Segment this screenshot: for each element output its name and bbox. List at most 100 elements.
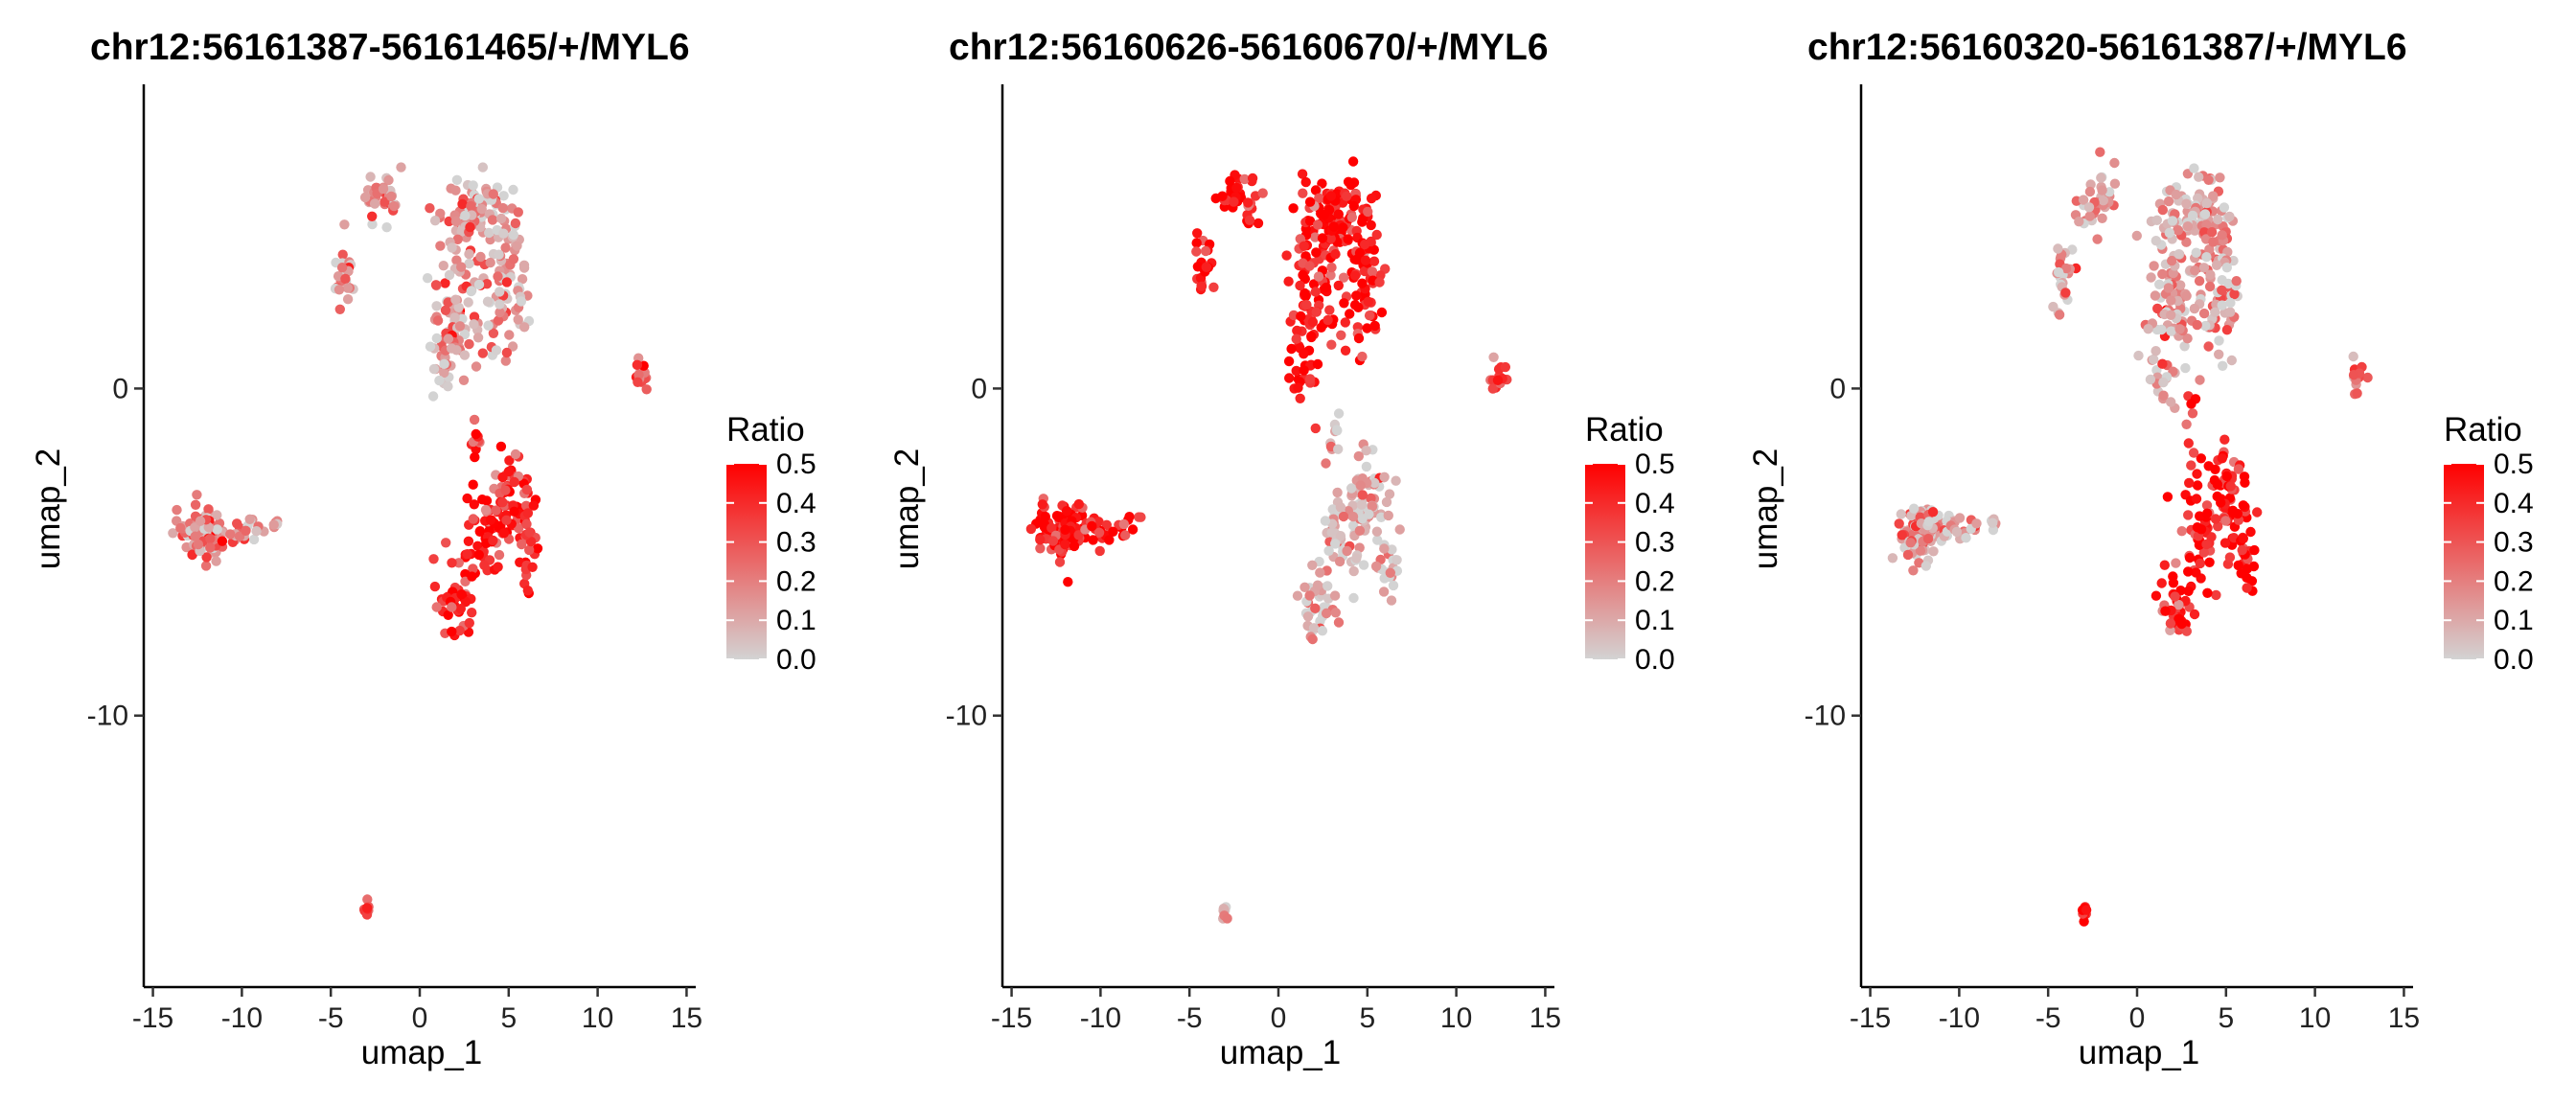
data-point <box>1887 553 1898 564</box>
data-point <box>1385 567 1396 578</box>
data-point <box>203 521 214 533</box>
data-point <box>2212 491 2222 502</box>
data-point <box>447 242 457 253</box>
data-point <box>1927 507 1939 518</box>
data-point <box>1330 539 1341 549</box>
data-point <box>456 262 467 272</box>
data-point <box>2097 185 2107 196</box>
data-point <box>2054 310 2065 320</box>
data-point <box>2215 172 2225 183</box>
data-point <box>1293 382 1303 393</box>
data-point <box>1346 212 1358 222</box>
data-point <box>2225 307 2236 317</box>
data-point <box>2194 540 2205 550</box>
data-point <box>2187 210 2198 221</box>
data-point <box>2150 346 2161 356</box>
data-point <box>450 294 461 305</box>
data-point <box>386 191 397 202</box>
y-axis-label: umap_2 <box>30 448 67 569</box>
data-point <box>2166 326 2176 336</box>
x-tick-label: 0 <box>1271 1002 1287 1034</box>
data-point <box>1954 513 1966 523</box>
data-point <box>468 479 478 490</box>
data-point <box>241 525 251 536</box>
data-point <box>1299 349 1309 359</box>
data-point <box>2220 538 2231 548</box>
data-point <box>1191 238 1202 248</box>
data-point <box>2210 307 2220 317</box>
data-point <box>632 359 643 370</box>
data-point <box>450 216 462 227</box>
data-point <box>480 504 492 516</box>
data-point <box>2219 202 2230 213</box>
data-point <box>1301 299 1312 310</box>
data-point <box>1073 498 1085 510</box>
data-point <box>1060 524 1070 535</box>
data-point <box>485 515 496 525</box>
data-point <box>2167 255 2177 266</box>
data-point <box>1300 288 1310 299</box>
data-point <box>1367 501 1378 512</box>
data-point <box>1210 193 1221 204</box>
data-point <box>1348 592 1359 604</box>
data-point <box>493 562 503 572</box>
data-point <box>521 484 533 495</box>
data-point <box>193 539 204 550</box>
data-point <box>1923 517 1935 527</box>
data-point <box>493 271 503 282</box>
data-point <box>383 174 394 186</box>
data-point <box>488 189 498 199</box>
data-point <box>494 249 504 260</box>
data-point <box>168 528 178 539</box>
data-point <box>1191 246 1202 257</box>
x-tick-label: 10 <box>1440 1002 1472 1034</box>
data-point <box>2158 390 2169 401</box>
data-point <box>2174 249 2184 260</box>
data-point <box>1353 450 1365 462</box>
data-point <box>450 185 461 196</box>
data-point <box>2181 419 2192 429</box>
data-point <box>175 522 186 534</box>
data-point <box>2201 252 2212 263</box>
data-point <box>2163 196 2174 207</box>
data-point <box>464 617 474 629</box>
data-point <box>2217 285 2227 295</box>
data-point <box>2192 480 2203 491</box>
legend-label: 0.2 <box>2494 565 2534 597</box>
data-point <box>518 260 530 270</box>
data-point <box>521 518 532 530</box>
data-point <box>1225 175 1235 187</box>
x-tick-label: 10 <box>2299 1002 2331 1034</box>
data-point <box>200 561 212 571</box>
data-point <box>2182 334 2193 344</box>
x-tick-label: 15 <box>2388 1002 2420 1034</box>
data-point <box>467 571 477 582</box>
data-point <box>1325 270 1336 281</box>
x-tick-label: -5 <box>2036 1002 2061 1034</box>
data-point <box>1299 241 1309 251</box>
x-tick-label: -5 <box>318 1002 344 1034</box>
x-tick-label: -10 <box>221 1002 263 1034</box>
data-point <box>2242 583 2252 593</box>
data-point <box>2151 215 2162 225</box>
data-point <box>429 581 441 592</box>
data-point <box>2233 560 2243 571</box>
data-point <box>456 226 467 237</box>
data-point <box>1357 490 1368 500</box>
data-point <box>1366 219 1376 231</box>
data-point <box>1488 352 1499 362</box>
data-point <box>1357 278 1368 288</box>
data-point <box>195 516 206 526</box>
y-tick-label: -10 <box>946 701 987 732</box>
data-point <box>2223 278 2234 289</box>
data-point <box>435 241 446 251</box>
y-axis-label: umap_2 <box>1747 448 1784 569</box>
data-point <box>2133 350 2144 361</box>
data-point <box>2220 434 2230 445</box>
data-point <box>2202 587 2213 598</box>
data-point <box>2214 349 2224 359</box>
data-point <box>2183 566 2194 577</box>
data-point <box>2195 511 2205 521</box>
data-point <box>2203 174 2214 185</box>
data-point <box>1324 305 1335 315</box>
